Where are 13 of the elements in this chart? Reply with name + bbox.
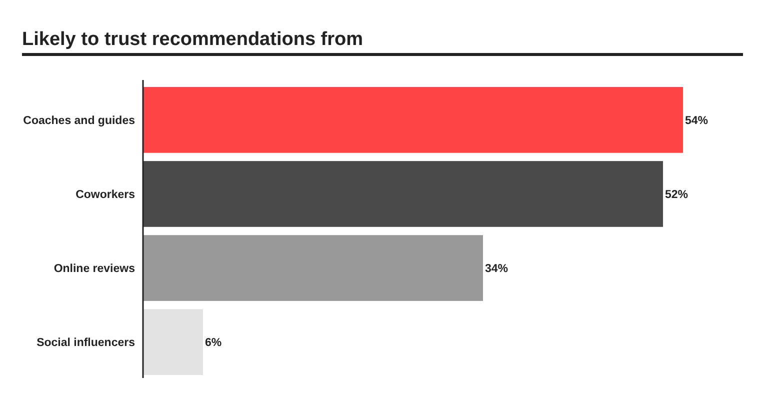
data-label: 34% <box>485 263 508 276</box>
bar <box>143 309 203 375</box>
y-tick-label: Coaches and guides <box>23 114 135 127</box>
chart-title: Likely to trust recommendations from <box>22 29 364 50</box>
y-tick-label: Social influencers <box>36 337 135 350</box>
y-tick-label: Coworkers <box>76 188 135 201</box>
data-label: 6% <box>205 337 222 350</box>
bar <box>143 235 483 301</box>
data-label: 52% <box>665 188 688 201</box>
y-tick-label: Online reviews <box>54 263 135 276</box>
bar <box>143 87 683 153</box>
data-label: 54% <box>685 114 708 127</box>
bar <box>143 161 663 227</box>
